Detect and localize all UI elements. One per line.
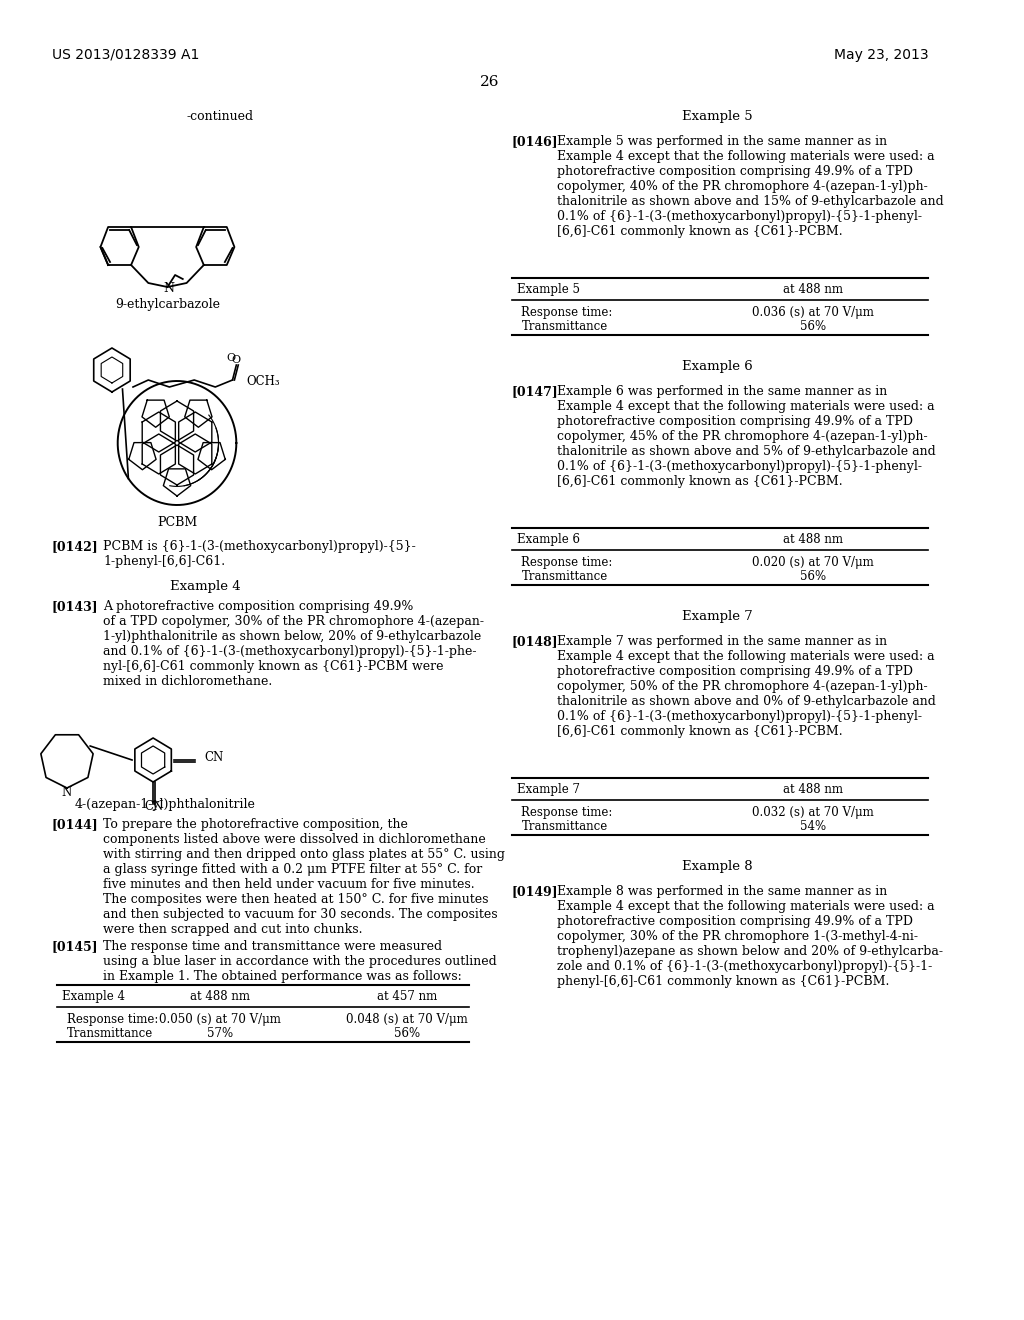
Text: 56%: 56% bbox=[393, 1027, 420, 1040]
Text: 0.032 (s) at 70 V/μm: 0.032 (s) at 70 V/μm bbox=[753, 807, 874, 818]
Text: O: O bbox=[231, 355, 241, 366]
Text: Response time:: Response time: bbox=[521, 807, 612, 818]
Text: Example 4: Example 4 bbox=[62, 990, 125, 1003]
Text: Example 4: Example 4 bbox=[170, 579, 241, 593]
Text: N: N bbox=[61, 785, 72, 799]
Text: CN: CN bbox=[205, 751, 224, 764]
Text: 56%: 56% bbox=[800, 570, 826, 583]
Text: [0149]: [0149] bbox=[512, 884, 558, 898]
Text: Transmittance: Transmittance bbox=[67, 1027, 154, 1040]
Text: at 488 nm: at 488 nm bbox=[783, 783, 844, 796]
Text: Example 5: Example 5 bbox=[682, 110, 753, 123]
Text: Example 6: Example 6 bbox=[517, 533, 580, 546]
Text: 26: 26 bbox=[480, 75, 500, 88]
Text: Example 8: Example 8 bbox=[682, 861, 753, 873]
Text: 54%: 54% bbox=[800, 820, 826, 833]
Text: N: N bbox=[163, 282, 174, 296]
Text: [0145]: [0145] bbox=[51, 940, 98, 953]
Text: 4-(azepan-1-yl)phthalonitrile: 4-(azepan-1-yl)phthalonitrile bbox=[74, 799, 255, 810]
Text: Example 6 was performed in the same manner as in
Example 4 except that the follo: Example 6 was performed in the same mann… bbox=[557, 385, 936, 488]
Text: Example 7: Example 7 bbox=[682, 610, 753, 623]
Text: 9-ethylcarbazole: 9-ethylcarbazole bbox=[115, 298, 220, 312]
Text: 0.036 (s) at 70 V/μm: 0.036 (s) at 70 V/μm bbox=[753, 306, 874, 319]
Text: Response time:: Response time: bbox=[521, 306, 612, 319]
Text: at 457 nm: at 457 nm bbox=[377, 990, 437, 1003]
Text: at 488 nm: at 488 nm bbox=[190, 990, 250, 1003]
Text: Transmittance: Transmittance bbox=[521, 319, 607, 333]
Text: PCBM is {6}-1-(3-(methoxycarbonyl)propyl)-{5}-
1-phenyl-[6,6]-C61.: PCBM is {6}-1-(3-(methoxycarbonyl)propyl… bbox=[103, 540, 416, 568]
Text: OCH₃: OCH₃ bbox=[246, 375, 280, 388]
Text: Response time:: Response time: bbox=[521, 556, 612, 569]
Text: Example 7 was performed in the same manner as in
Example 4 except that the follo: Example 7 was performed in the same mann… bbox=[557, 635, 936, 738]
Text: [0142]: [0142] bbox=[51, 540, 98, 553]
Text: Transmittance: Transmittance bbox=[521, 570, 607, 583]
Text: Example 7: Example 7 bbox=[517, 783, 580, 796]
Text: CN: CN bbox=[144, 800, 164, 813]
Text: The response time and transmittance were measured
using a blue laser in accordan: The response time and transmittance were… bbox=[103, 940, 497, 983]
Text: -continued: -continued bbox=[186, 110, 254, 123]
Text: A photorefractive composition comprising 49.9%
of a TPD copolymer, 30% of the PR: A photorefractive composition comprising… bbox=[103, 601, 484, 688]
Text: O: O bbox=[226, 352, 236, 363]
Text: Example 5: Example 5 bbox=[517, 282, 580, 296]
Text: 57%: 57% bbox=[207, 1027, 233, 1040]
Text: [0147]: [0147] bbox=[512, 385, 559, 399]
Text: [0144]: [0144] bbox=[51, 818, 98, 832]
Text: [0148]: [0148] bbox=[512, 635, 558, 648]
Text: To prepare the photorefractive composition, the
components listed above were dis: To prepare the photorefractive compositi… bbox=[103, 818, 505, 936]
Text: [0143]: [0143] bbox=[51, 601, 98, 612]
Text: Transmittance: Transmittance bbox=[521, 820, 607, 833]
Text: 56%: 56% bbox=[800, 319, 826, 333]
Text: May 23, 2013: May 23, 2013 bbox=[834, 48, 928, 62]
Text: [0146]: [0146] bbox=[512, 135, 558, 148]
Text: PCBM: PCBM bbox=[157, 516, 198, 529]
Text: Example 6: Example 6 bbox=[682, 360, 753, 374]
Text: at 488 nm: at 488 nm bbox=[783, 282, 844, 296]
Text: 0.048 (s) at 70 V/μm: 0.048 (s) at 70 V/μm bbox=[346, 1012, 468, 1026]
Text: Example 5 was performed in the same manner as in
Example 4 except that the follo: Example 5 was performed in the same mann… bbox=[557, 135, 944, 238]
Text: at 488 nm: at 488 nm bbox=[783, 533, 844, 546]
Text: Response time:: Response time: bbox=[67, 1012, 159, 1026]
Text: Example 8 was performed in the same manner as in
Example 4 except that the follo: Example 8 was performed in the same mann… bbox=[557, 884, 943, 987]
Text: 0.050 (s) at 70 V/μm: 0.050 (s) at 70 V/μm bbox=[159, 1012, 281, 1026]
Text: US 2013/0128339 A1: US 2013/0128339 A1 bbox=[51, 48, 199, 62]
Text: 0.020 (s) at 70 V/μm: 0.020 (s) at 70 V/μm bbox=[753, 556, 874, 569]
